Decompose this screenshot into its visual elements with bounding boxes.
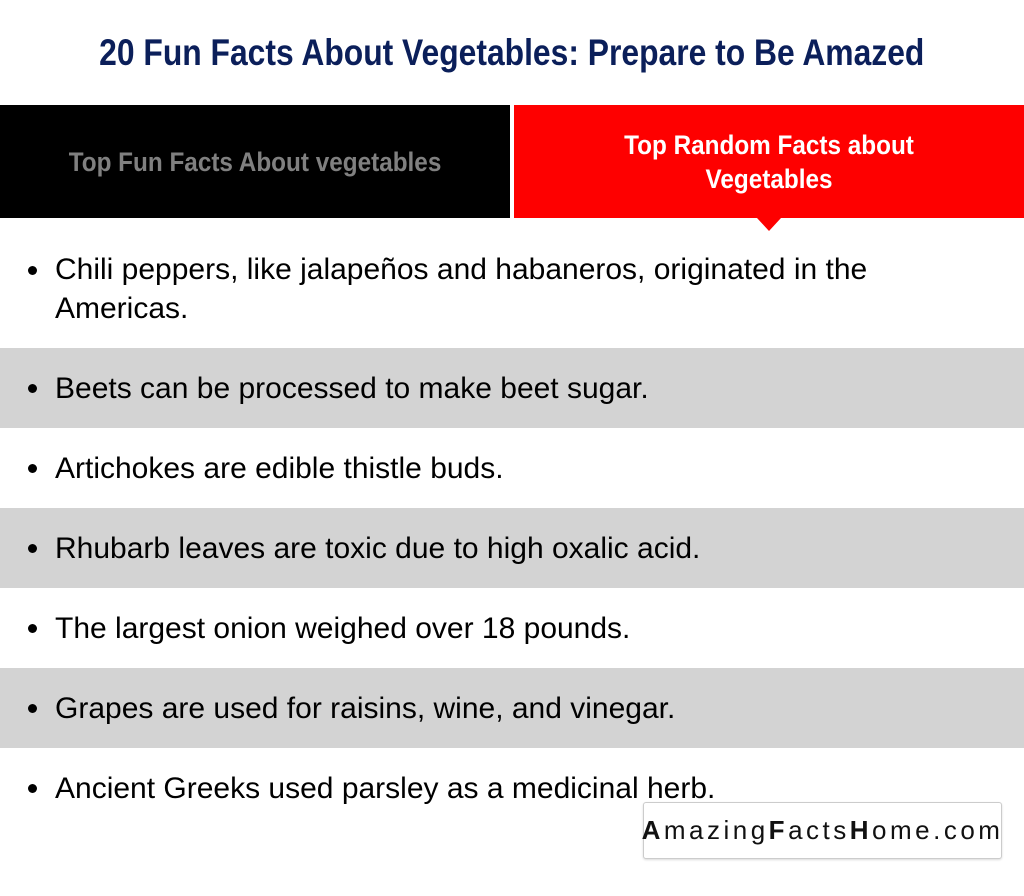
tab-top-fun-facts[interactable]: Top Fun Facts About vegetables: [0, 105, 510, 218]
list-item: Chili peppers, like jalapeños and habane…: [0, 230, 1024, 348]
active-tab-pointer: [757, 218, 781, 231]
bullet-icon: [28, 383, 37, 393]
page-title: 20 Fun Facts About Vegetables: Prepare t…: [99, 32, 925, 73]
list-item: Artichokes are edible thistle buds.: [0, 428, 1024, 508]
bullet-icon: [28, 783, 37, 793]
list-item: The largest onion weighed over 18 pounds…: [0, 588, 1024, 668]
bullet-icon: [28, 623, 37, 633]
bullet-icon: [28, 266, 37, 275]
list-item: Grapes are used for raisins, wine, and v…: [0, 668, 1024, 748]
list-item: Rhubarb leaves are toxic due to high oxa…: [0, 508, 1024, 588]
bullet-icon: [28, 543, 37, 553]
tab-top-random-facts[interactable]: Top Random Facts about Vegetables: [514, 105, 1024, 218]
bullet-icon: [28, 703, 37, 713]
bullet-icon: [28, 463, 37, 473]
list-item: Beets can be processed to make beet suga…: [0, 348, 1024, 428]
list-item: Ancient Greeks used parsley as a medicin…: [0, 748, 1024, 828]
